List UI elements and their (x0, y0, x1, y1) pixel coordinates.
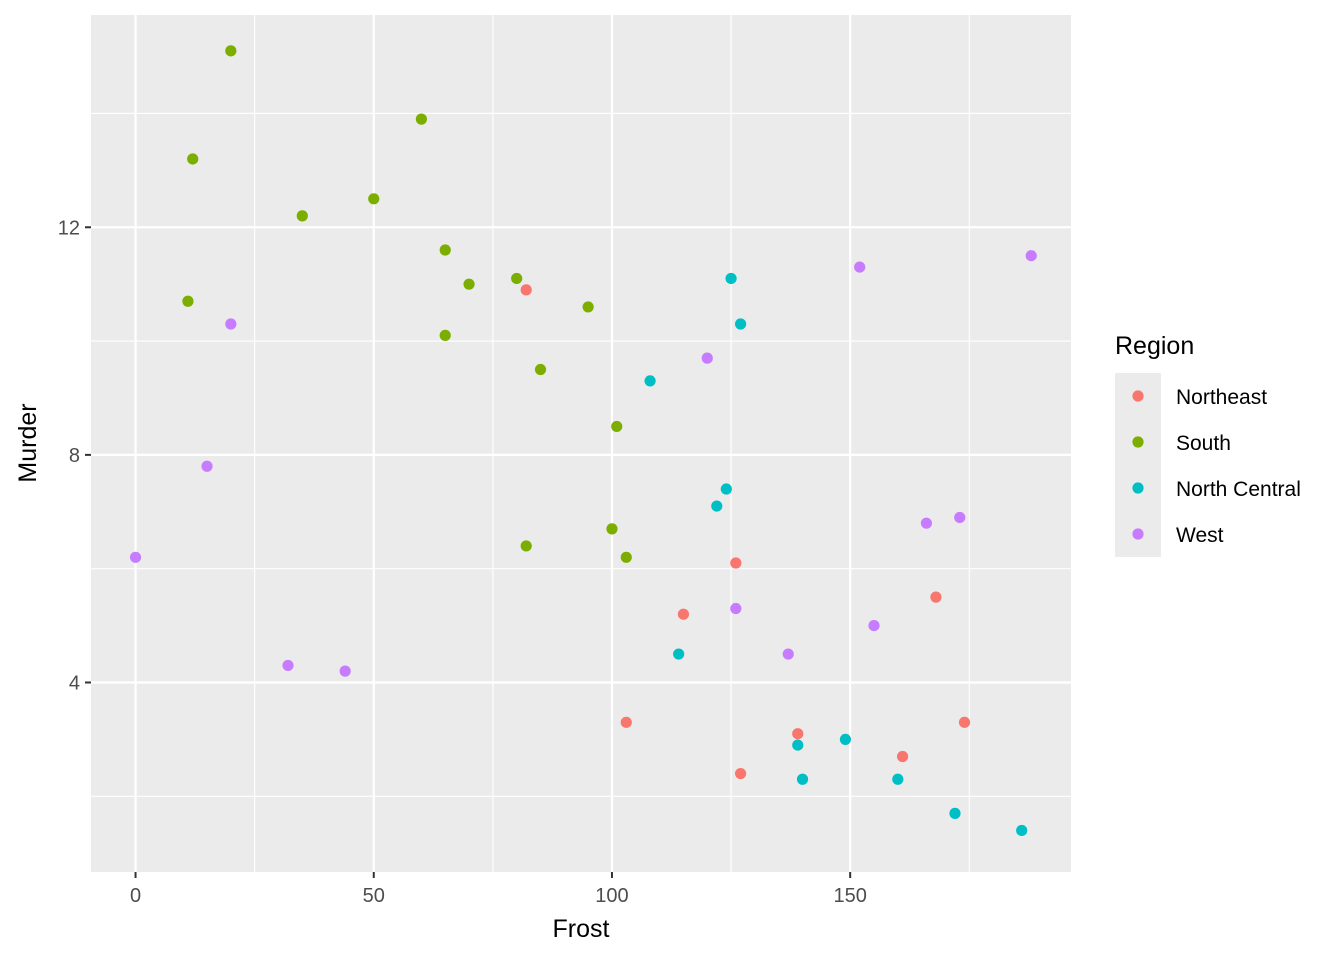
point-south (611, 420, 623, 433)
y-tick-label: 12 (58, 217, 80, 239)
point-south (606, 523, 618, 535)
point-south (225, 45, 237, 57)
legend-label-northeast: Northeast (1176, 386, 1267, 409)
point-west (730, 602, 742, 615)
point-west (1025, 250, 1037, 262)
point-south (534, 363, 547, 376)
point-west (129, 551, 142, 563)
point-northeast (677, 608, 690, 620)
point-west (920, 517, 933, 529)
point-north-central (1016, 824, 1028, 837)
legend-label-north-central: North Central (1176, 478, 1301, 501)
point-south (182, 295, 194, 307)
legend-label-west: West (1176, 524, 1224, 547)
point-northeast (896, 750, 909, 763)
point-north-central (644, 375, 656, 387)
point-south (620, 551, 632, 563)
point-west (339, 665, 351, 677)
point-south (439, 329, 451, 341)
point-northeast (792, 728, 804, 740)
legend-label-south: South (1176, 432, 1231, 455)
point-west (954, 511, 966, 524)
point-west (282, 659, 294, 672)
legend-key-west (1132, 528, 1144, 540)
y-tick-label: 4 (69, 673, 80, 695)
point-northeast (735, 767, 747, 780)
legend-key-north-central (1132, 482, 1144, 494)
x-tick-label: 150 (833, 885, 866, 907)
legend-key-south (1132, 436, 1144, 448)
legend: Region Northeast South North Central West (1115, 332, 1301, 557)
point-north-central (735, 318, 747, 330)
point-south (187, 153, 199, 165)
point-northeast (520, 284, 532, 296)
x-axis: 0 50 100 150 (130, 872, 867, 907)
point-north-central (839, 733, 852, 746)
y-axis-title: Murder (14, 403, 42, 482)
point-south (582, 301, 594, 313)
point-north-central (673, 648, 685, 660)
point-northeast (620, 716, 632, 728)
point-south (415, 113, 427, 125)
point-northeast (958, 716, 971, 728)
point-north-central (796, 773, 809, 785)
point-northeast (930, 591, 942, 603)
point-south (520, 540, 532, 552)
legend-title: Region (1115, 332, 1194, 360)
x-axis-title: Frost (553, 915, 610, 943)
point-northeast (730, 557, 742, 569)
x-tick-label: 0 (130, 885, 141, 907)
point-south (439, 244, 451, 256)
point-west (854, 261, 866, 273)
legend-key-northeast (1132, 390, 1144, 402)
point-north-central (711, 500, 723, 512)
point-north-central (892, 773, 904, 785)
point-west (868, 619, 880, 632)
point-west (201, 460, 213, 472)
point-west (782, 648, 794, 660)
point-south (511, 272, 523, 285)
data-points (129, 45, 1037, 837)
legend-key-background (1115, 373, 1161, 557)
point-north-central (792, 739, 804, 751)
point-west (701, 352, 713, 364)
point-south (296, 210, 308, 222)
point-north-central (949, 807, 961, 819)
point-south (368, 193, 380, 205)
x-tick-label: 50 (363, 885, 385, 907)
plot-panel (91, 15, 1071, 872)
point-north-central (725, 272, 737, 285)
y-tick-label: 8 (69, 445, 80, 467)
point-north-central (720, 483, 732, 495)
y-axis: 4 8 12 (58, 217, 91, 695)
minor-gridlines (91, 15, 1071, 872)
point-west (225, 318, 237, 330)
major-gridlines (91, 15, 1071, 872)
x-tick-label: 100 (595, 885, 628, 907)
point-south (463, 278, 475, 290)
